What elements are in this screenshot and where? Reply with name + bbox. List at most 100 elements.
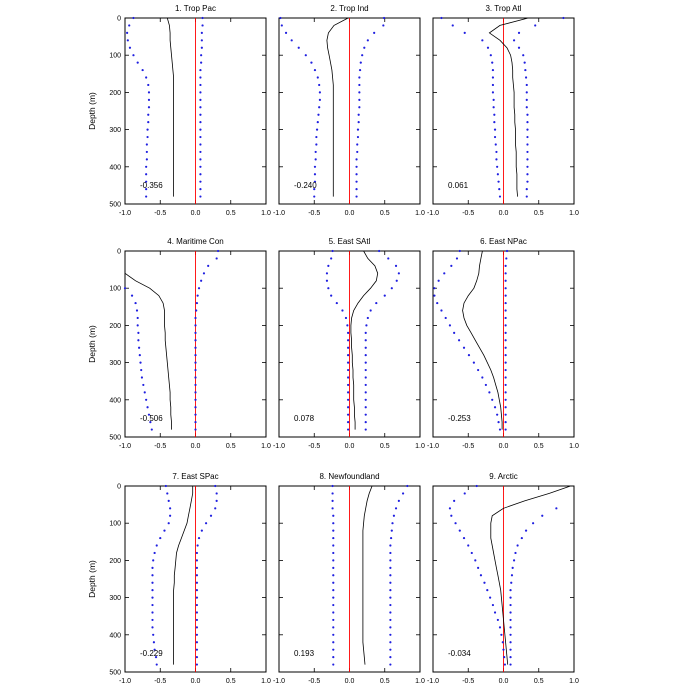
lower-bound-point — [501, 641, 504, 644]
upper-bound-point — [194, 361, 197, 364]
upper-bound-point — [504, 354, 507, 357]
x-tick-label: 0.0 — [499, 210, 509, 217]
y-tick-label: 100 — [109, 521, 121, 528]
upper-bound-point — [526, 143, 529, 146]
upper-bound-point — [207, 264, 210, 267]
lower-bound-point — [123, 287, 127, 290]
upper-bound-point — [504, 339, 507, 342]
upper-bound-point — [194, 316, 197, 320]
upper-bound-point — [214, 484, 217, 488]
x-tick-label: 0.0 — [345, 210, 355, 217]
upper-bound-point — [194, 331, 197, 334]
lower-bound-point — [448, 507, 452, 510]
panel-value-label: -0.229 — [140, 649, 163, 658]
lower-bound-point — [477, 368, 480, 372]
upper-bound-point — [195, 589, 199, 592]
upper-bound-point — [364, 339, 367, 342]
lower-bound-point — [147, 121, 150, 124]
panel-4: 4. Maritime Con -1.0 -0.5 0.0 0.5 1.0 0 100 200 3… — [87, 237, 271, 450]
upper-bound-point — [509, 663, 512, 666]
upper-bound-point — [364, 346, 367, 349]
upper-bound-point — [526, 180, 529, 183]
x-tick-label: 0.0 — [499, 443, 509, 450]
lower-bound-point — [498, 428, 502, 431]
upper-bound-point — [195, 626, 199, 629]
mean-profile-line — [490, 486, 571, 665]
lower-bound-point — [137, 331, 140, 334]
lower-bound-point — [497, 421, 500, 424]
upper-bound-point — [195, 596, 199, 599]
upper-bound-point — [562, 16, 565, 20]
x-tick-label: -1.0 — [119, 210, 131, 217]
upper-bound-point — [364, 406, 367, 409]
lower-bound-point — [346, 406, 350, 409]
lower-bound-point — [497, 180, 500, 183]
upper-bound-point — [504, 324, 507, 327]
upper-bound-point — [389, 559, 392, 562]
upper-bound-point — [215, 499, 218, 502]
upper-bound-point — [215, 492, 218, 495]
upper-bound-point — [510, 581, 513, 584]
upper-bound-point — [526, 150, 529, 154]
lower-bound-point — [147, 91, 151, 94]
upper-bound-point — [505, 249, 509, 253]
upper-bound-point — [200, 31, 203, 34]
lower-bound-point — [316, 76, 319, 79]
lower-bound-point — [433, 287, 436, 290]
lower-bound-point — [498, 188, 501, 191]
upper-bound-point — [516, 544, 519, 547]
lower-bound-point — [472, 361, 475, 364]
y-tick-label: 100 — [109, 286, 121, 293]
upper-bound-point — [195, 656, 199, 659]
x-tick-label: 0.5 — [226, 443, 236, 450]
upper-bound-point — [357, 113, 360, 116]
lower-bound-point — [494, 143, 497, 146]
lower-bound-point — [346, 331, 350, 334]
x-tick-label: 1.0 — [569, 678, 579, 685]
x-tick-label: -1.0 — [119, 443, 131, 450]
lower-bound-point — [145, 398, 148, 401]
upper-bound-point — [512, 559, 516, 562]
lower-bound-point — [332, 544, 335, 547]
panel-title: 2. Trop Ind — [330, 4, 368, 13]
lower-bound-point — [136, 324, 139, 327]
lower-bound-point — [163, 529, 166, 532]
upper-bound-point — [389, 648, 392, 651]
upper-bound-point — [517, 31, 521, 34]
panel-value-label: -0.240 — [294, 181, 317, 190]
upper-bound-point — [520, 536, 523, 540]
lower-bound-point — [332, 536, 335, 540]
upper-bound-point — [504, 301, 507, 305]
upper-bound-point — [509, 626, 512, 629]
upper-bound-point — [509, 589, 512, 592]
upper-bound-point — [199, 135, 202, 139]
lower-bound-point — [151, 596, 154, 599]
lower-bound-point — [484, 383, 487, 387]
lower-bound-point — [330, 257, 333, 260]
lower-bound-point — [454, 522, 457, 525]
mean-profile-line — [166, 18, 174, 197]
mean-profile-line — [462, 251, 503, 430]
lower-bound-point — [436, 301, 439, 305]
panel-value-label: 0.193 — [294, 649, 315, 658]
x-tick-label: -0.5 — [462, 210, 474, 217]
lower-bound-point — [151, 626, 154, 629]
lower-bound-point — [331, 492, 334, 495]
y-tick-label: 100 — [109, 53, 121, 60]
upper-bound-point — [504, 309, 507, 312]
lower-bound-point — [146, 406, 149, 409]
upper-bound-point — [505, 257, 508, 260]
lower-bound-point — [474, 559, 477, 562]
panel-1: 1. Trop Pac -1.0 -0.5 0.0 0.5 1.0 0 100 200 300 40… — [87, 4, 271, 217]
lower-bound-point — [145, 173, 148, 176]
upper-bound-point — [373, 31, 376, 34]
lower-bound-point — [500, 633, 503, 636]
x-tick-label: -0.5 — [462, 443, 474, 450]
upper-bound-point — [525, 106, 528, 109]
upper-bound-point — [195, 618, 199, 622]
lower-bound-point — [147, 98, 151, 101]
y-tick-label: 200 — [109, 90, 121, 97]
upper-bound-point — [199, 158, 202, 161]
lower-bound-point — [489, 596, 492, 599]
lower-bound-point — [167, 499, 170, 502]
